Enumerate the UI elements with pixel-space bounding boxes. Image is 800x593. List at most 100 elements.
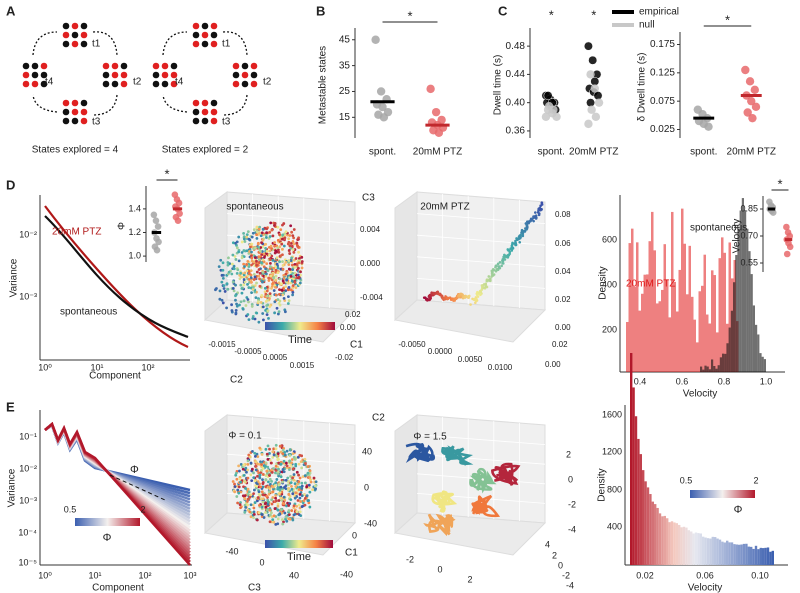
trajectory-point [507, 249, 511, 252]
tick-label: 0.5 [64, 504, 77, 514]
histogram-bar [713, 275, 716, 372]
trajectory-point [245, 233, 249, 236]
trajectory-point [303, 496, 307, 500]
trajectory-point [279, 450, 283, 454]
variance-curve [44, 215, 189, 339]
trajectory-point [283, 486, 286, 489]
state-dot [210, 22, 218, 30]
histogram-bar [699, 533, 702, 565]
trajectory-point [534, 211, 537, 214]
histogram-bar [737, 228, 740, 372]
trajectory-point [273, 251, 277, 255]
trajectory-point [266, 472, 269, 475]
trajectory-point [252, 516, 255, 519]
trajectory-point [275, 478, 279, 481]
trajectory-point [250, 467, 254, 471]
trajectory [471, 494, 501, 518]
trajectory-point [252, 492, 256, 496]
data-point [594, 98, 604, 107]
colorbar-label: Time [287, 551, 311, 563]
trajectory-point [276, 248, 280, 252]
histogram-bar [728, 242, 731, 372]
trajectory-point [297, 275, 301, 279]
trajectory-point [296, 482, 299, 486]
state-dot [232, 71, 240, 79]
trajectory-point [274, 496, 277, 500]
trajectory-point [283, 453, 287, 457]
state-dot [31, 71, 39, 79]
trajectory-point [289, 246, 293, 250]
trajectory-point [287, 504, 291, 507]
trajectory-point [242, 463, 246, 467]
trajectory-point [520, 229, 524, 233]
histogram-bar [730, 542, 734, 565]
state-dot [210, 31, 218, 39]
histogram-bar [722, 353, 725, 372]
trajectory-point [261, 482, 265, 486]
trajectory-point [303, 474, 307, 478]
tick-label: 10⁰ [38, 362, 52, 372]
trajectory-point [235, 477, 239, 481]
trajectory-point [261, 466, 265, 470]
state-dot [80, 31, 88, 39]
trajectory-point [475, 293, 479, 297]
histogram-bar [692, 533, 695, 565]
trajectory-point [267, 480, 270, 484]
trajectory-point [298, 510, 302, 514]
trajectory-point [242, 235, 246, 239]
histogram-bar [639, 454, 642, 565]
trajectory-point [267, 279, 271, 282]
trajectory-point [278, 444, 282, 448]
trajectory-point [251, 503, 255, 507]
tick-label: 0.02 [636, 570, 654, 580]
histogram-bar [715, 368, 718, 372]
histogram-bar [744, 210, 747, 372]
trajectory-point [261, 238, 265, 242]
trajectory-point [275, 499, 278, 503]
trajectory-point [239, 462, 243, 466]
trajectory-point [244, 505, 248, 509]
trajectory-point [253, 275, 257, 279]
trajectory-point [271, 282, 274, 286]
trajectory-point [280, 282, 283, 286]
trajectory-point [285, 464, 289, 468]
trajectory-point [248, 243, 252, 247]
axis-label: C2 [230, 375, 243, 386]
trajectory-point [219, 268, 223, 272]
trajectory-point [279, 228, 283, 232]
trajectory-point [288, 234, 292, 237]
state-dot [62, 99, 70, 107]
trajectory-point [281, 279, 285, 283]
trajectory-point [215, 287, 218, 290]
trajectory-point [257, 245, 260, 249]
histogram-bar [709, 538, 712, 565]
trajectory-point [290, 517, 294, 521]
state-dot [80, 40, 88, 48]
trajectory-point [297, 488, 301, 491]
trajectory-point [281, 267, 285, 271]
trajectory-point [305, 485, 309, 489]
trajectory-point [282, 291, 286, 294]
trajectory-point [503, 258, 507, 261]
trajectory-point [295, 244, 299, 248]
tick-label: 40 [362, 446, 372, 456]
trajectory-point [226, 263, 230, 267]
state-label: t3 [222, 117, 231, 128]
trajectory-point [287, 486, 291, 490]
trajectory-point [270, 502, 274, 506]
trajectory-point [238, 503, 242, 506]
data-point [378, 102, 387, 112]
trajectory [431, 490, 458, 513]
trajectory-point [277, 499, 281, 502]
trajectory-point [221, 268, 225, 272]
histogram-bar [634, 416, 638, 565]
trajectory-point [249, 276, 253, 280]
trajectory-point [281, 468, 285, 471]
trajectory-point [263, 502, 267, 506]
trajectory-point [264, 474, 268, 477]
trajectory-point [254, 464, 258, 468]
state-dot [170, 80, 178, 88]
trajectory-point [287, 237, 291, 241]
data-point [434, 128, 444, 138]
histogram-bar [670, 521, 674, 565]
